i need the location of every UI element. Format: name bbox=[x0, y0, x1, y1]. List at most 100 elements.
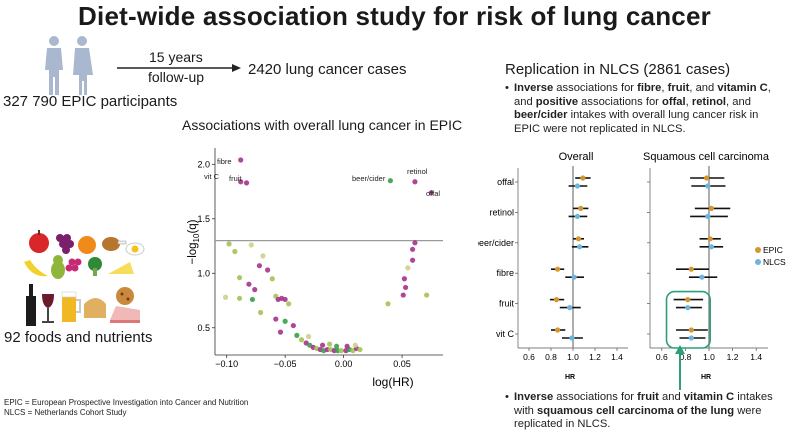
volcano-point bbox=[410, 257, 416, 263]
footnotes: EPIC = European Prospective Investigatio… bbox=[4, 398, 248, 418]
volcano-point bbox=[282, 296, 288, 303]
forest-tick-label: 0.8 bbox=[679, 352, 691, 362]
foods-label: 92 foods and nutrients bbox=[4, 329, 153, 346]
forest-tick-label: 1.4 bbox=[611, 352, 623, 362]
grapes-icon bbox=[56, 234, 74, 254]
bullet-replicated: • Inverse associations for fruit and vit… bbox=[505, 391, 773, 431]
legend-epic: EPIC bbox=[763, 245, 783, 255]
volcano-point bbox=[236, 295, 243, 301]
forest-tick-label: 1.4 bbox=[750, 352, 762, 362]
volcano-point bbox=[238, 157, 244, 163]
forest-row-label: retinol bbox=[489, 207, 514, 217]
volcano-point bbox=[236, 275, 243, 281]
label-fruit: fruit bbox=[229, 174, 242, 183]
forest-tick-label: 1.0 bbox=[703, 352, 715, 362]
legend-epic-marker bbox=[755, 247, 761, 253]
volcano-point bbox=[357, 346, 363, 353]
followup-years: 15 years bbox=[149, 49, 203, 65]
forest-row-label: fibre bbox=[496, 268, 514, 278]
forest-tick-label: 1.2 bbox=[727, 352, 739, 362]
volcano-point bbox=[410, 246, 416, 252]
legend-nlcs-marker bbox=[755, 259, 761, 265]
label-retinol: retinol bbox=[407, 167, 428, 176]
forest-point-epic bbox=[555, 266, 561, 272]
forest-tick-label: 1.0 bbox=[567, 352, 579, 362]
volcano-point bbox=[387, 178, 393, 184]
volcano-point bbox=[248, 242, 254, 248]
volcano-point bbox=[294, 332, 300, 338]
forest-point-epic bbox=[578, 205, 584, 211]
volcano-point bbox=[338, 348, 344, 354]
volcano-point bbox=[401, 276, 408, 282]
orange-icon bbox=[78, 236, 96, 254]
volcano-point bbox=[424, 292, 430, 298]
page-title: Diet-wide association study for risk of … bbox=[78, 1, 711, 31]
scc-axis-label: HR bbox=[701, 374, 711, 381]
volcano-point bbox=[258, 309, 264, 316]
volcano-xtick-label: −0.10 bbox=[215, 359, 238, 369]
volcano-point bbox=[326, 341, 333, 347]
wine-bottle-icon bbox=[26, 284, 36, 326]
volcano-point bbox=[243, 180, 250, 186]
broccoli-icon bbox=[88, 257, 102, 276]
replication-title: Replication in NLCS (2861 cases) bbox=[505, 61, 731, 78]
volcano-point bbox=[269, 276, 275, 282]
cases-label: 2420 lung cancer cases bbox=[248, 61, 407, 78]
volcano-point bbox=[344, 343, 350, 349]
followup-arrow-icon bbox=[117, 64, 241, 72]
volcano-ytick-label: 1.5 bbox=[197, 214, 210, 224]
volcano-point bbox=[412, 179, 418, 185]
volcano-point bbox=[256, 263, 263, 269]
forest-point-epic bbox=[688, 327, 694, 333]
footnote-epic: EPIC = European Prospective Investigatio… bbox=[4, 398, 249, 407]
egg-icon bbox=[125, 242, 145, 256]
forest-tick-label: 1.2 bbox=[589, 352, 601, 362]
volcano-point bbox=[290, 322, 296, 329]
volcano-xtick-label: 0.00 bbox=[335, 359, 353, 369]
forest-plot: Overall Squamous cell carcinoma offal ret… bbox=[478, 151, 786, 381]
forest-point-nlcs bbox=[705, 183, 711, 189]
bullet-not-replicated: • Inverse associations for fibre, fruit,… bbox=[505, 82, 771, 135]
panel-scc-title: Squamous cell carcinoma bbox=[643, 151, 770, 163]
panel-overall-title: Overall bbox=[559, 151, 594, 163]
volcano-point bbox=[238, 179, 244, 185]
volcano-point bbox=[428, 190, 434, 196]
volcano-point bbox=[222, 294, 229, 300]
forest-point-nlcs bbox=[699, 274, 705, 280]
volcano-point bbox=[277, 329, 284, 335]
replicated-highlight-box bbox=[665, 290, 711, 349]
volcano-point bbox=[405, 265, 411, 271]
forest-point-epic bbox=[553, 297, 560, 303]
forest-point-epic bbox=[580, 175, 586, 181]
cheese-icon bbox=[108, 262, 134, 274]
beer-icon bbox=[61, 291, 81, 322]
forest-legend: EPIC NLCS bbox=[755, 245, 786, 267]
forest-row-label: vit C bbox=[496, 329, 515, 339]
volcano-point bbox=[385, 301, 391, 307]
forest-row-label: beer/cider bbox=[478, 238, 514, 248]
volcano-xtick-label: −0.05 bbox=[274, 359, 297, 369]
label-beer-cider: beer/cider bbox=[352, 174, 386, 183]
banana-icon bbox=[24, 260, 48, 277]
forest-point-epic bbox=[575, 236, 582, 242]
volcano-point bbox=[260, 253, 266, 259]
people-icon bbox=[45, 36, 93, 95]
volcano-point bbox=[226, 241, 232, 247]
volcano-point bbox=[352, 342, 358, 348]
volcano-point bbox=[402, 284, 409, 291]
forest-point-epic bbox=[688, 266, 694, 272]
volcano-point bbox=[286, 301, 292, 307]
forest-point-nlcs bbox=[569, 335, 575, 341]
participants-label: 327 790 EPIC participants bbox=[3, 93, 178, 110]
legend-nlcs: NLCS bbox=[763, 257, 786, 267]
forest-point-epic bbox=[555, 327, 561, 333]
foods-illustration bbox=[24, 230, 145, 326]
forest-point-epic bbox=[685, 297, 691, 303]
overall-axis-label: HR bbox=[565, 374, 575, 381]
label-fibre: fibre bbox=[217, 157, 232, 166]
drumstick-icon bbox=[102, 237, 127, 251]
volcano-point bbox=[273, 316, 279, 322]
forest-point-nlcs bbox=[567, 305, 573, 311]
volcano-point bbox=[282, 318, 288, 324]
volcano-point bbox=[298, 337, 305, 343]
